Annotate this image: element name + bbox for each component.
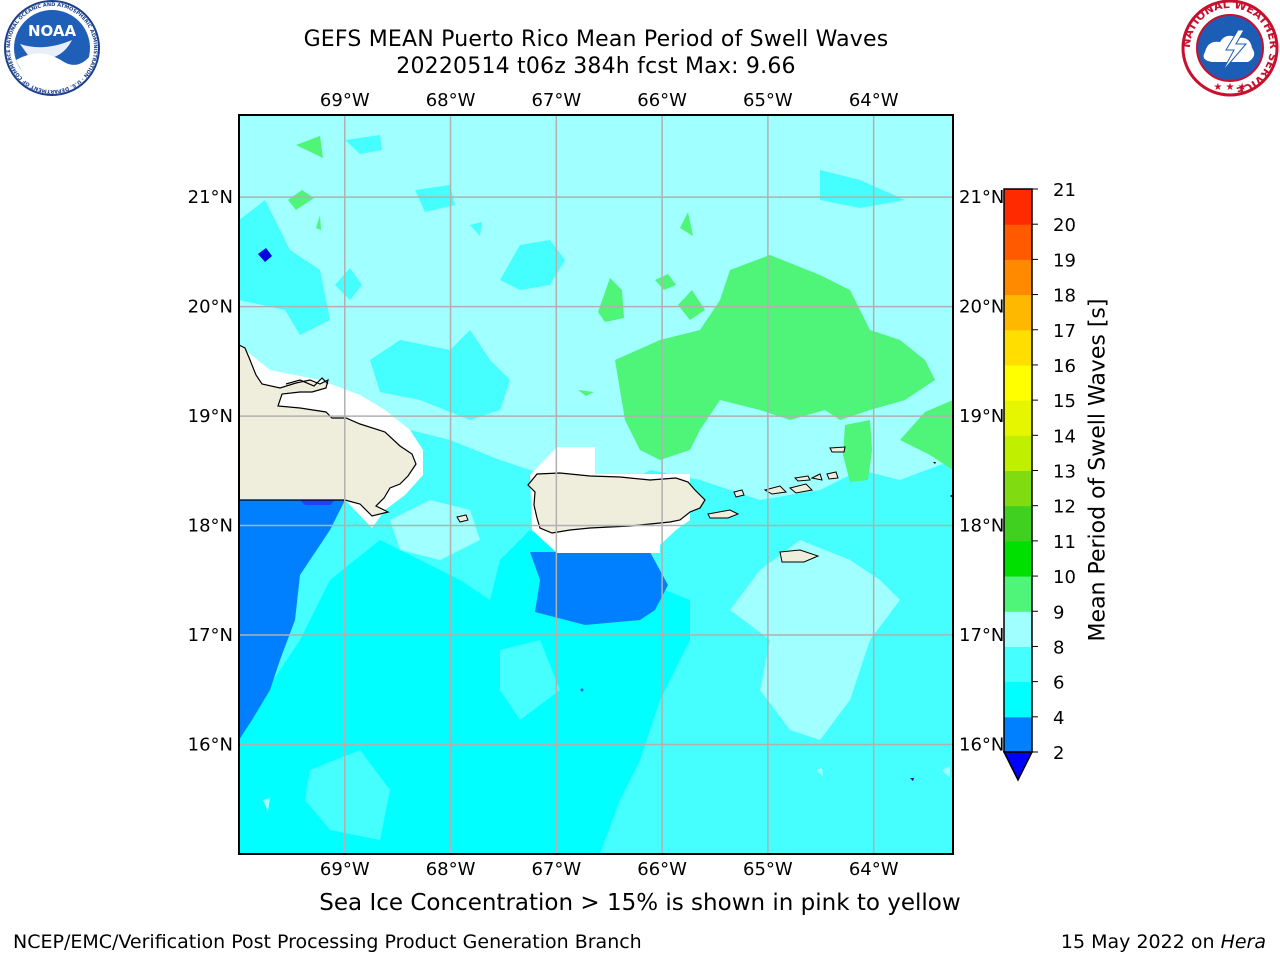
footer-machine: Hera [1220,931,1266,953]
colorbar-tick-label: 18 [1053,286,1076,307]
colorbar-tick-label: 8 [1053,637,1064,658]
sea-ice-note: Sea Ice Concentration > 15% is shown in … [319,890,961,916]
map-panel [239,115,953,854]
footer-producer: NCEP/EMC/Verification Post Processing Pr… [13,931,642,953]
lat-tick-label-left: 20°N [188,297,233,318]
noaa-logo: NOAA [4,0,100,96]
lon-labels-bottom: 69°W 68°W 67°W 66°W 65°W 64°W [320,859,899,880]
colorbar-tick-label: 15 [1053,391,1076,412]
lon-tick-label-bottom: 67°W [531,859,581,880]
colorbar-segment [1004,294,1032,331]
colorbar-tick-label: 4 [1053,708,1064,729]
nws-logo: ★ ★ ★ [1181,0,1279,97]
lat-tick-label-right: 16°N [959,735,1004,756]
lon-tick-label-bottom: 68°W [426,859,476,880]
noaa-logo-text: NOAA [28,22,77,40]
colorbar-tick-label: 9 [1053,602,1064,623]
lat-tick-label-left: 16°N [188,735,233,756]
lat-tick-label-right: 20°N [959,297,1004,318]
colorbar-tick-label: 21 [1053,180,1076,201]
lon-tick-label-top: 65°W [743,90,793,111]
colorbar-segment [1004,576,1032,612]
lat-tick-label-right: 17°N [959,625,1004,646]
colorbar-segment [1004,400,1032,436]
lat-tick-label-left: 18°N [188,516,233,537]
colorbar-tick-label: 16 [1053,356,1076,377]
colorbar-segment [1004,189,1032,225]
land-puerto-rico [527,472,706,534]
lat-tick-label-right: 21°N [959,187,1004,208]
colorbar-segment [1004,435,1032,471]
land-hispaniola [239,344,417,517]
footer-date-text: 15 May 2022 on [1060,931,1221,953]
swell-band-2-4 [239,500,345,740]
lat-tick-label-left: 21°N [188,187,233,208]
colorbar: 2 4 6 8 9 10 11 12 13 14 15 16 17 18 19 20 21 [1002,180,1076,782]
lat-tick-label-right: 19°N [959,406,1004,427]
colorbar-segment [1004,364,1032,401]
lon-tick-label-top: 64°W [849,90,899,111]
colorbar-segment [1004,470,1032,507]
lon-tick-label-bottom: 65°W [743,859,793,880]
colorbar-tick-label: 10 [1053,567,1076,588]
lat-tick-label-right: 18°N [959,516,1004,537]
colorbar-tick-label: 17 [1053,321,1076,342]
colorbar-segment [1004,259,1032,296]
map-frame [238,114,954,855]
colorbar-tick-label: 20 [1053,215,1076,236]
lon-tick-label-top: 67°W [531,90,581,111]
lon-tick-label-top: 66°W [637,90,687,111]
land-virgin-islands [707,446,846,563]
lat-tick-label-left: 19°N [188,406,233,427]
colorbar-under-triangle [1002,751,1034,782]
svg-text:★ ★ ★: ★ ★ ★ [1213,82,1246,93]
lat-labels-left: 21°N 20°N 19°N 18°N 17°N 16°N [188,187,233,755]
colorbar-segment [1004,224,1032,260]
colorbar-tick-label: 6 [1053,673,1064,694]
map-title: GEFS MEAN Puerto Rico Mean Period of Swe… [303,27,889,52]
colorbar-segment [1004,681,1032,718]
lat-labels-right: 21°N 20°N 19°N 18°N 17°N 16°N [959,187,1004,755]
colorbar-segment [1004,505,1032,542]
map-gridlines [239,115,953,854]
lon-tick-label-top: 69°W [320,90,370,111]
colorbar-tick-label: 13 [1053,462,1076,483]
footer-date: 15 May 2022 on Hera [1061,931,1266,953]
lon-labels-top: 69°W 68°W 67°W 66°W 65°W 64°W [320,90,899,111]
colorbar-segment [1004,716,1032,753]
colorbar-segment [1004,540,1032,577]
colorbar-tick-label: 19 [1053,250,1076,271]
lon-tick-label-top: 68°W [426,90,476,111]
colorbar-tick-label: 2 [1053,743,1064,764]
lat-tick-label-left: 17°N [188,625,233,646]
lon-tick-label-bottom: 66°W [637,859,687,880]
lon-tick-label-bottom: 69°W [320,859,370,880]
colorbar-tick-label: 12 [1053,497,1076,518]
colorbar-segment [1004,611,1032,647]
colorbar-segment [1004,329,1032,366]
lon-tick-label-bottom: 64°W [849,859,899,880]
colorbar-tick-label: 14 [1053,426,1076,447]
map-subtitle-forecast: 20220514 t06z 384h fcst Max: 9.66 [396,54,796,79]
colorbar-label: Mean Period of Swell Waves [s] [1085,298,1111,642]
colorbar-segment [1004,646,1032,683]
colorbar-tick-label: 11 [1053,532,1076,553]
land-mona-island [456,514,469,523]
